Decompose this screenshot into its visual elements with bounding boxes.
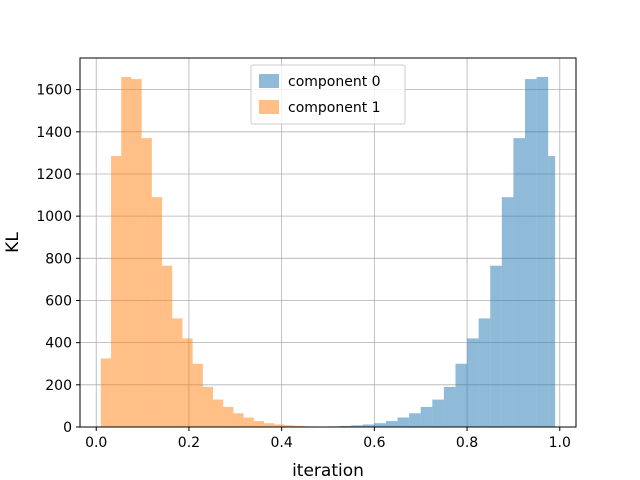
histogram-bar-series-1 bbox=[223, 406, 234, 427]
histogram-bar-series-1 bbox=[202, 386, 214, 427]
histogram-bar-series-0 bbox=[525, 79, 537, 427]
x-tick-label: 0.0 bbox=[85, 435, 107, 451]
legend: component 0 component 1 bbox=[250, 64, 406, 125]
histogram-bar-series-0 bbox=[432, 399, 444, 427]
histogram-bar-series-0 bbox=[548, 156, 556, 427]
y-tick-label: 200 bbox=[45, 378, 72, 394]
x-tick-label: 0.4 bbox=[271, 435, 293, 451]
plot-frame bbox=[79, 57, 577, 428]
y-tick-label: 1600 bbox=[36, 83, 72, 99]
y-axis-label: KL bbox=[3, 232, 23, 253]
histogram-bar-series-1 bbox=[182, 338, 193, 427]
legend-label: component 0 bbox=[288, 74, 381, 90]
legend-swatch bbox=[259, 100, 279, 114]
x-tick-label: 0.6 bbox=[363, 435, 385, 451]
histogram-bars bbox=[100, 76, 556, 427]
histogram-bar-series-0 bbox=[536, 76, 549, 427]
histogram-bar-series-1 bbox=[264, 423, 275, 427]
y-axis-ticks: 0 200 400 600 800 1000 1200 1400 1600 bbox=[36, 83, 80, 436]
y-tick-label: 600 bbox=[45, 293, 72, 309]
y-tick-label: 1000 bbox=[36, 209, 72, 225]
histogram-bar-series-1 bbox=[213, 399, 224, 427]
histogram-bar-series-1 bbox=[121, 76, 132, 427]
legend-swatch bbox=[259, 74, 279, 88]
histogram-bar-series-0 bbox=[409, 413, 421, 427]
y-tick-label: 800 bbox=[45, 251, 72, 267]
x-axis-label: iteration bbox=[292, 461, 364, 480]
histogram-bar-series-0 bbox=[478, 318, 491, 427]
histogram-bar-series-1 bbox=[274, 424, 285, 427]
histogram-bar-series-0 bbox=[339, 425, 352, 427]
histogram-bar-series-0 bbox=[351, 425, 363, 427]
y-tick-label: 400 bbox=[45, 336, 72, 352]
histogram-bar-series-0 bbox=[443, 386, 456, 427]
histogram-bar-series-0 bbox=[362, 424, 375, 427]
histogram-bar-series-0 bbox=[501, 197, 514, 427]
histogram-bar-series-0 bbox=[455, 363, 468, 427]
histogram-bar-series-1 bbox=[294, 425, 305, 427]
histogram-bar-series-1 bbox=[172, 318, 183, 427]
histogram-bar-series-0 bbox=[374, 423, 386, 427]
y-tick-label: 1400 bbox=[36, 125, 72, 141]
y-tick-label: 1200 bbox=[36, 167, 72, 183]
legend-label: component 1 bbox=[288, 100, 381, 116]
x-tick-label: 1.0 bbox=[549, 435, 571, 451]
histogram-bar-series-1 bbox=[162, 265, 173, 427]
y-tick-label: 0 bbox=[63, 420, 72, 436]
histogram-bar-series-0 bbox=[385, 421, 398, 427]
histogram-bar-series-1 bbox=[151, 197, 163, 427]
histogram-bar-series-0 bbox=[513, 138, 526, 427]
legend-box bbox=[250, 64, 406, 125]
histogram-bar-series-1 bbox=[253, 421, 265, 427]
histogram-bar-series-1 bbox=[141, 138, 152, 427]
x-axis-ticks: 0.0 0.2 0.4 0.6 0.8 1.0 bbox=[85, 427, 571, 451]
histogram-bar-series-1 bbox=[284, 425, 295, 427]
x-tick-label: 0.2 bbox=[178, 435, 200, 451]
histogram-bar-series-1 bbox=[100, 358, 112, 427]
grid-lines bbox=[80, 58, 576, 428]
histogram-bar-series-0 bbox=[490, 265, 502, 427]
histogram-bar-series-1 bbox=[111, 156, 122, 427]
histogram-bar-series-0 bbox=[467, 338, 479, 427]
histogram-bar-series-1 bbox=[233, 413, 244, 427]
histogram-bar-series-0 bbox=[397, 417, 410, 427]
histogram-bar-series-1 bbox=[192, 363, 203, 427]
x-tick-label: 0.8 bbox=[456, 435, 478, 451]
histogram-bar-series-1 bbox=[131, 79, 142, 427]
histogram-bar-series-1 bbox=[243, 417, 254, 427]
histogram-bar-series-0 bbox=[420, 406, 433, 427]
